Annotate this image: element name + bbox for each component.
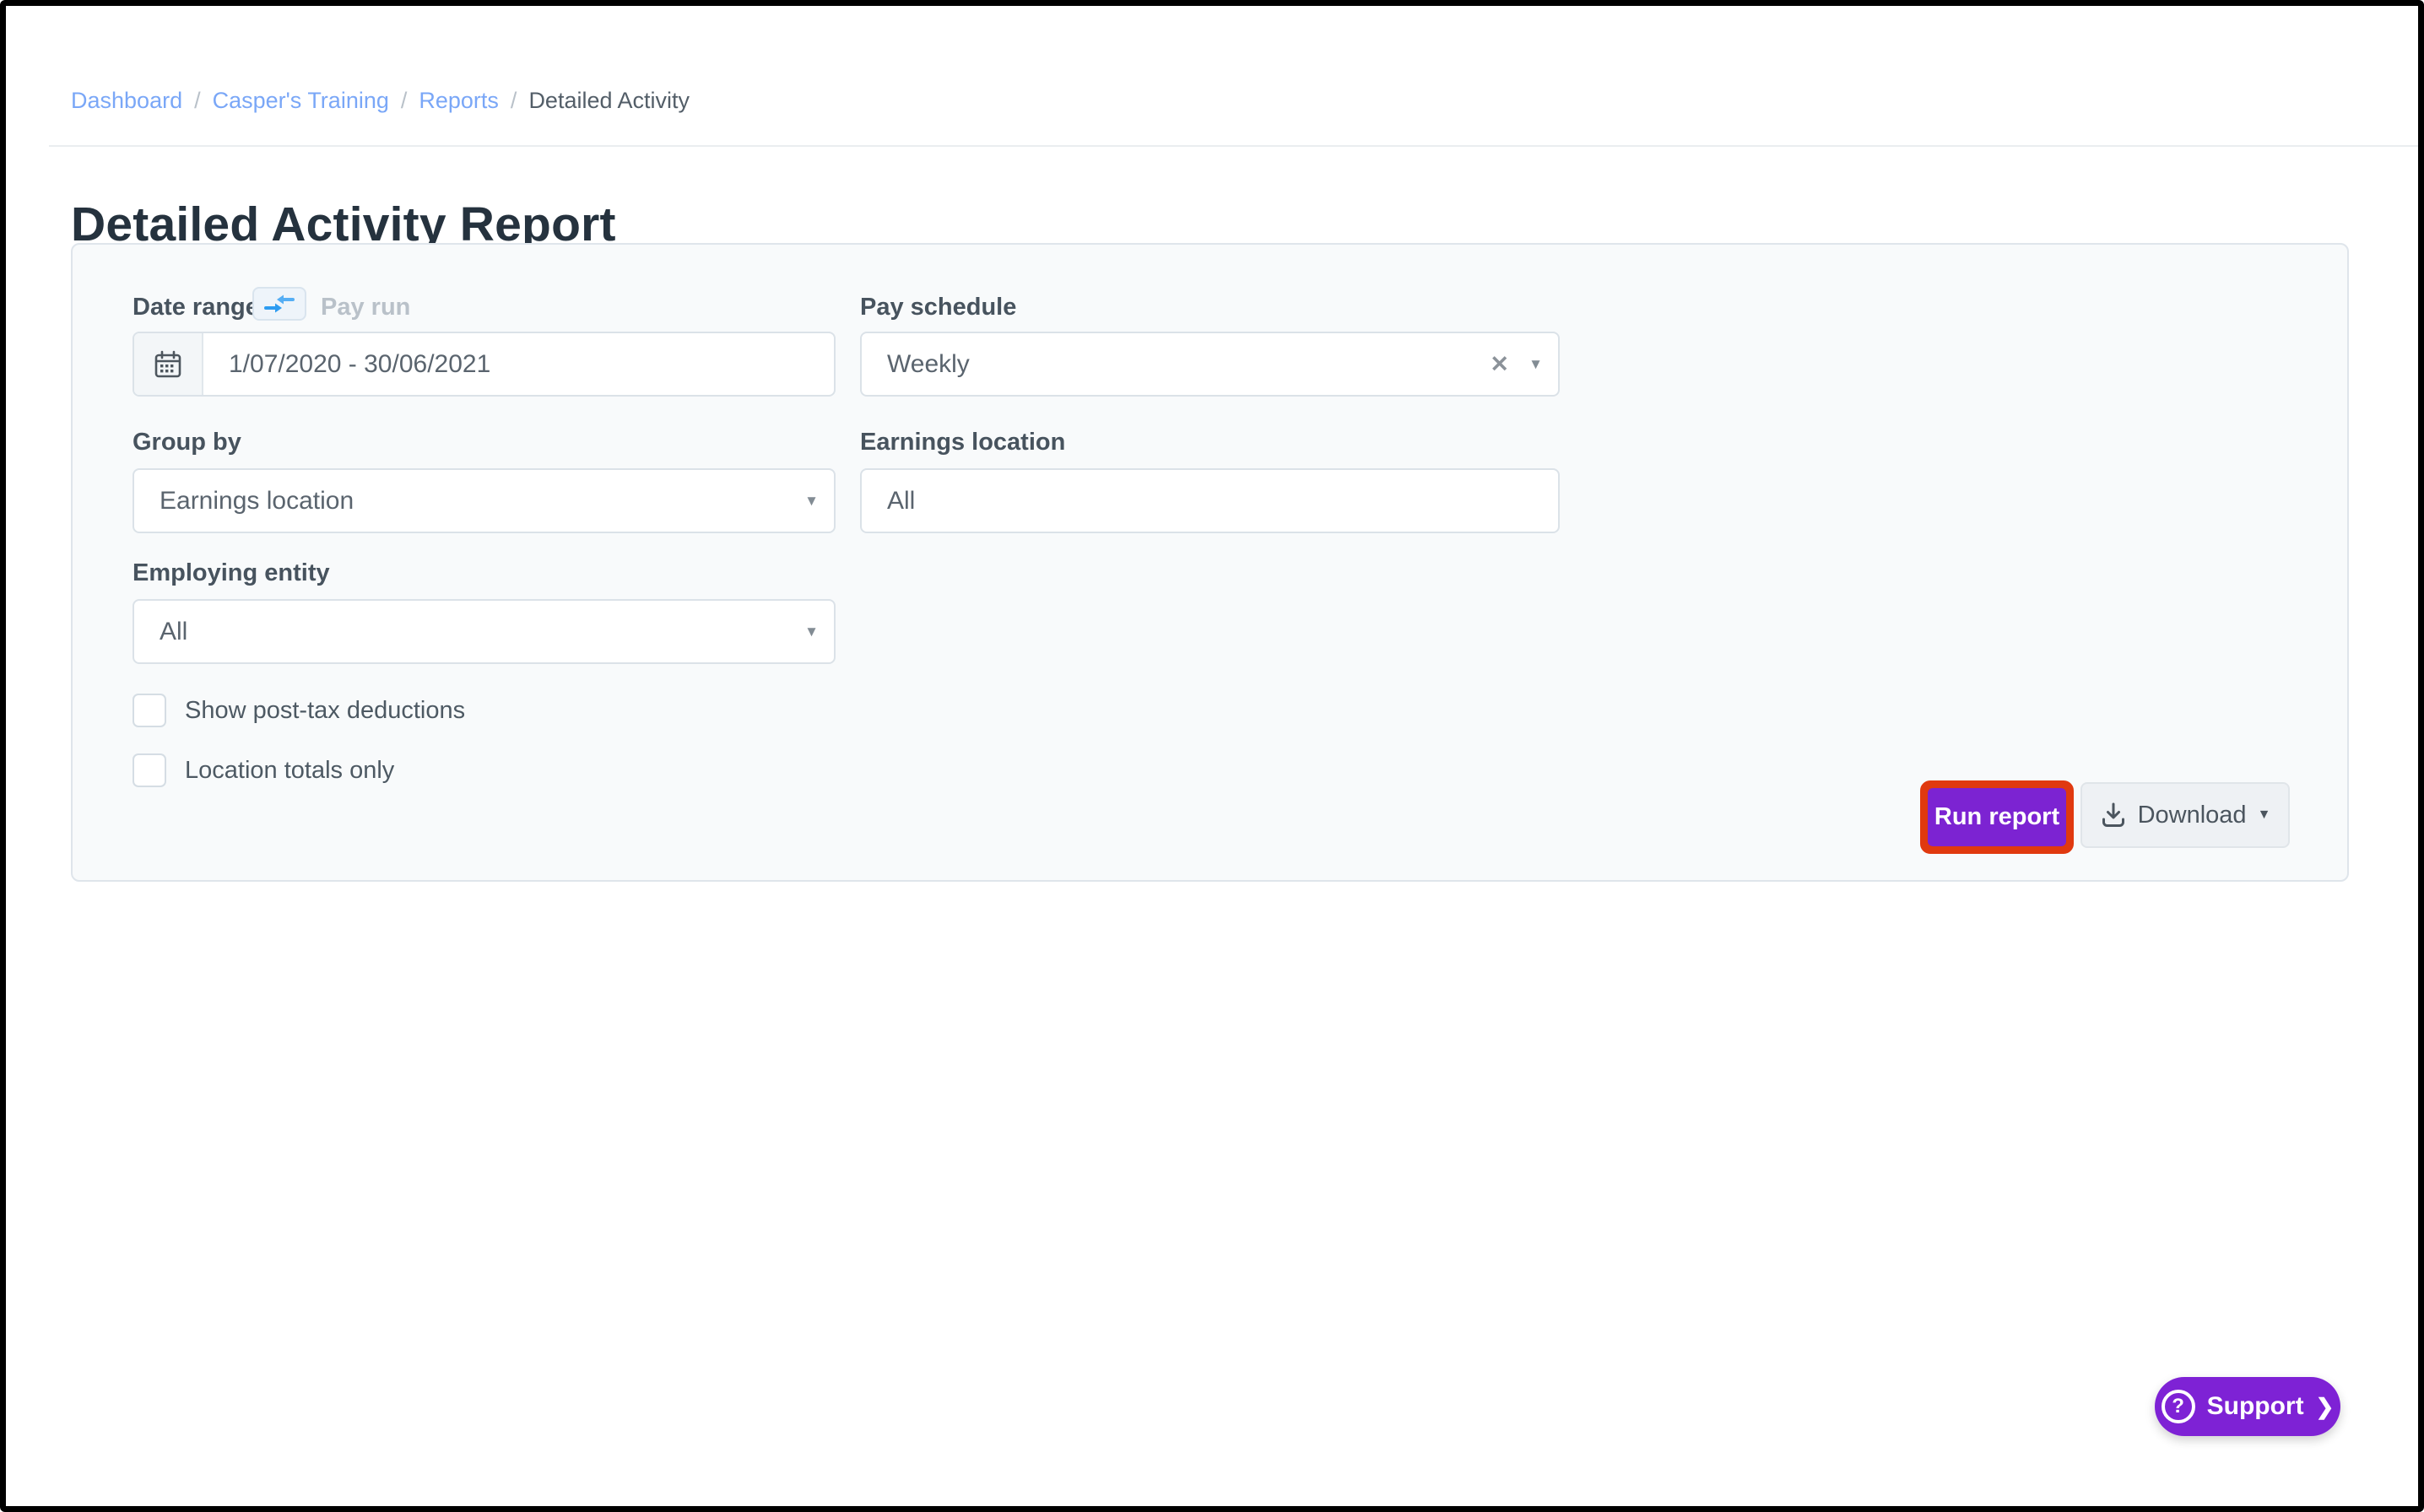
run-report-button[interactable]: Run report xyxy=(1928,788,2066,846)
download-icon xyxy=(2102,802,2124,827)
breadcrumb-current-detailed-activity: Detailed Activity xyxy=(528,88,690,113)
support-label: Support xyxy=(2206,1392,2304,1420)
help-question-icon: ? xyxy=(2161,1390,2195,1423)
earnings-location-input[interactable]: All xyxy=(860,468,1560,533)
date-mode-toggle-button[interactable] xyxy=(252,287,306,321)
support-button[interactable]: ? Support ❯ xyxy=(2155,1377,2340,1436)
calendar-addon[interactable] xyxy=(134,333,203,395)
employing-entity-label: Employing entity xyxy=(133,559,330,586)
earnings-location-label: Earnings location xyxy=(860,429,1066,456)
group-by-value: Earnings location xyxy=(160,486,354,515)
breadcrumb-separator: / xyxy=(510,88,517,113)
breadcrumb: Dashboard / Casper's Training / Reports … xyxy=(71,84,690,117)
header-divider xyxy=(49,145,2418,147)
download-button[interactable]: Download ▼ xyxy=(2080,782,2290,848)
group-by-select[interactable]: Earnings location ▼ xyxy=(133,468,836,533)
chevron-down-icon: ▼ xyxy=(2257,807,2271,822)
group-by-label: Group by xyxy=(133,429,241,456)
breadcrumb-caspers-training[interactable]: Casper's Training xyxy=(212,88,389,113)
date-range-label: Date range xyxy=(133,294,259,321)
calendar-icon xyxy=(154,350,181,377)
report-filter-card: Date range Pay run Pay schedule xyxy=(71,243,2349,882)
clear-pay-schedule-icon[interactable]: ✕ xyxy=(1490,351,1509,376)
breadcrumb-dashboard[interactable]: Dashboard xyxy=(71,88,183,113)
download-label: Download xyxy=(2137,801,2247,829)
show-post-tax-deductions-checkbox[interactable] xyxy=(133,694,166,727)
location-totals-only-label[interactable]: Location totals only xyxy=(185,756,395,784)
chevron-down-icon: ▼ xyxy=(804,492,819,509)
run-report-highlight: Run report xyxy=(1920,780,2074,854)
date-range-value: 1/07/2020 - 30/06/2021 xyxy=(229,349,491,378)
chevron-right-icon: ❯ xyxy=(2315,1394,2335,1419)
swap-arrows-icon xyxy=(264,294,295,313)
breadcrumb-separator: / xyxy=(400,88,408,113)
date-range-input[interactable]: 1/07/2020 - 30/06/2021 xyxy=(133,332,836,397)
location-totals-only-row: Location totals only xyxy=(133,753,394,787)
location-totals-only-checkbox[interactable] xyxy=(133,753,166,787)
show-post-tax-deductions-label[interactable]: Show post-tax deductions xyxy=(185,696,466,724)
employing-entity-value: All xyxy=(160,617,188,645)
pay-schedule-label: Pay schedule xyxy=(860,294,1017,321)
show-post-tax-deductions-row: Show post-tax deductions xyxy=(133,694,465,727)
chevron-down-icon: ▼ xyxy=(804,623,819,640)
pay-schedule-select[interactable]: Weekly ✕ ▼ xyxy=(860,332,1560,397)
earnings-location-value: All xyxy=(887,486,916,515)
chevron-down-icon: ▼ xyxy=(1529,355,1543,372)
pay-schedule-value: Weekly xyxy=(887,349,970,378)
breadcrumb-separator: / xyxy=(194,88,201,113)
breadcrumb-reports[interactable]: Reports xyxy=(419,88,499,113)
pay-run-mode-label: Pay run xyxy=(321,294,411,321)
employing-entity-select[interactable]: All ▼ xyxy=(133,599,836,664)
page-title: Detailed Activity Report xyxy=(71,197,616,252)
